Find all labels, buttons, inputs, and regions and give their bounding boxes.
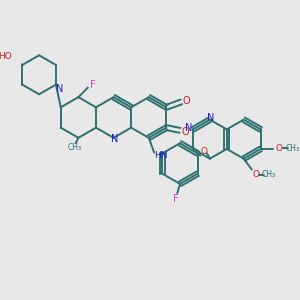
Text: N: N <box>111 134 118 144</box>
Text: O: O <box>181 127 189 137</box>
Text: CH₃: CH₃ <box>67 143 81 152</box>
Text: N: N <box>56 84 64 94</box>
Text: N: N <box>185 123 193 133</box>
Text: O: O <box>275 144 282 153</box>
Text: HO: HO <box>0 52 12 62</box>
Text: O: O <box>182 95 190 106</box>
Text: O: O <box>200 147 207 156</box>
Text: F: F <box>173 194 179 204</box>
Text: N: N <box>207 113 214 123</box>
Text: HN: HN <box>154 151 168 160</box>
Text: CH₃: CH₃ <box>262 170 276 179</box>
Text: F: F <box>90 80 96 90</box>
Text: CH₃: CH₃ <box>285 144 299 153</box>
Text: O: O <box>252 170 260 179</box>
